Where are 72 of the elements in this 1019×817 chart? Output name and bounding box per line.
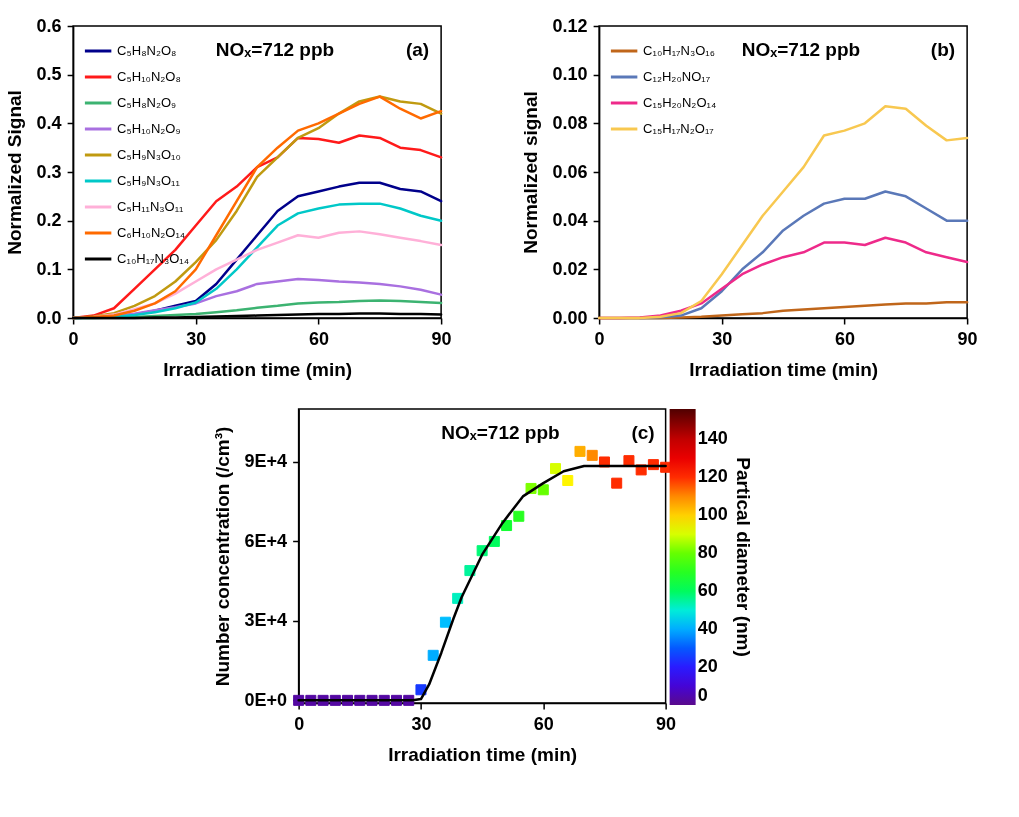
x-axis-title: Irradiation time (min)	[689, 358, 879, 380]
legend-label: C₁₂H₂₀NO₁₇	[643, 69, 711, 84]
x-tick-label: 0	[68, 328, 79, 349]
color-bar-label: 140	[697, 428, 728, 449]
y-tick-label: 0.5	[36, 64, 62, 85]
x-axis-title: Irradiation time (min)	[163, 358, 353, 380]
annotation: NOₓ=712 ppb	[441, 422, 560, 443]
point	[550, 463, 562, 475]
x-tick-label: 60	[834, 328, 855, 349]
x-tick-label: 30	[712, 328, 733, 349]
color-bar-label: 100	[697, 504, 728, 525]
y-tick-label: 0.04	[552, 210, 588, 231]
legend-label: C₁₅H₂₀N₂O₁₄	[643, 95, 717, 110]
point	[513, 510, 525, 522]
x-tick-label: 30	[186, 328, 207, 349]
annotation: NOₓ=712 ppb	[741, 39, 861, 60]
legend-label: C₁₅H₁₇N₂O₁₇	[643, 121, 715, 136]
annotation: (b)	[930, 39, 956, 60]
legend-label: C₁₀H₁₇N₃O₁₆	[643, 43, 715, 58]
x-tick-label: 90	[431, 328, 452, 349]
color-bar-label: 80	[697, 542, 718, 563]
legend-label: C₅H₉N₃O₁₁	[117, 173, 181, 188]
y-tick-label: 0.08	[552, 112, 588, 133]
color-bar-label: 20	[697, 656, 718, 677]
x-tick-label: 90	[957, 328, 978, 349]
y-tick-label: 0.4	[36, 112, 62, 133]
y-tick-label: 0.1	[36, 258, 62, 279]
y-tick-label: 0.00	[552, 307, 588, 328]
point	[537, 484, 549, 496]
legend-label: C₅H₁₀N₂O₉	[117, 121, 181, 136]
y-tick-label: 0.3	[36, 161, 62, 182]
point	[611, 477, 623, 489]
color-bar-label: 40	[697, 618, 718, 639]
y-axis-title: Normalized signal	[519, 91, 541, 254]
color-bar-label: 120	[697, 466, 728, 487]
y-tick-label: 6E+4	[244, 530, 288, 551]
point	[427, 649, 439, 661]
x-tick-label: 90	[656, 713, 677, 734]
y-tick-label: 0.10	[552, 64, 588, 85]
color-bar-label: 0	[697, 685, 708, 705]
point	[439, 616, 451, 628]
x-tick-label: 0	[594, 328, 605, 349]
color-bar-label: 60	[697, 580, 718, 601]
legend-label: C₆H₁₀N₂O₁₄	[117, 225, 186, 240]
y-axis-title: Normalized Signal	[3, 90, 25, 255]
color-bar-title: Partical diameter (nm)	[732, 457, 754, 657]
x-tick-label: 60	[308, 328, 329, 349]
x-axis-title: Irradiation time (min)	[388, 743, 578, 765]
y-tick-label: 0.06	[552, 161, 588, 182]
legend-label: C₅H₈N₂O₈	[117, 43, 177, 58]
y-tick-label: 0E+0	[244, 689, 288, 710]
legend-label: C₅H₁₀N₂O₈	[117, 69, 181, 84]
y-tick-label: 9E+4	[244, 451, 288, 472]
y-tick-label: 3E+4	[244, 610, 288, 631]
annotation: NOₓ=712 ppb	[215, 39, 335, 60]
y-tick-label: 0.02	[552, 258, 588, 279]
y-tick-label: 0.2	[36, 210, 62, 231]
x-tick-label: 60	[533, 713, 554, 734]
legend-label: C₅H₉N₃O₁₀	[117, 147, 181, 162]
legend-label: C₅H₁₁N₃O₁₁	[117, 199, 185, 214]
legend-label: C₅H₈N₂O₉	[117, 95, 177, 110]
annotation: (a)	[405, 39, 430, 60]
x-tick-label: 0	[294, 713, 305, 734]
y-tick-label: 0.0	[36, 307, 62, 328]
annotation: (c)	[631, 422, 655, 443]
y-axis-title: Number concentration (/cm³)	[211, 426, 233, 687]
point	[574, 445, 586, 457]
y-tick-label: 0.12	[552, 15, 588, 36]
x-tick-label: 30	[411, 713, 432, 734]
point	[562, 475, 574, 487]
point	[586, 449, 598, 461]
y-tick-label: 0.6	[36, 15, 62, 36]
